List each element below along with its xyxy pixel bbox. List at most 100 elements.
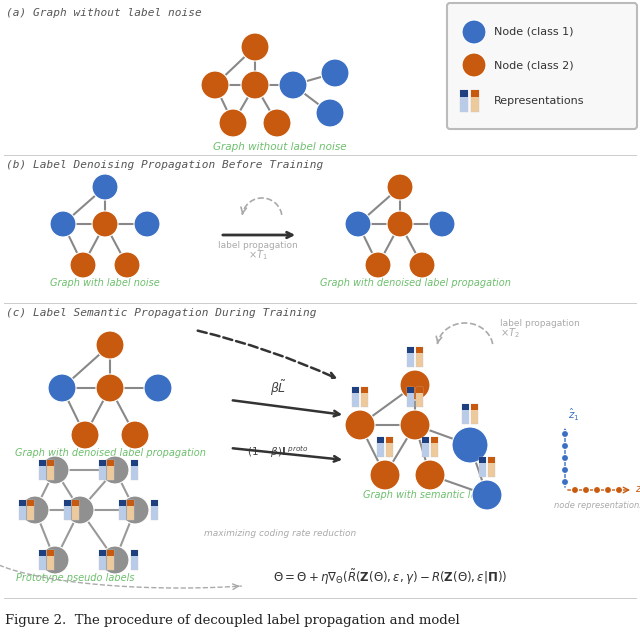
Circle shape (96, 331, 124, 359)
Circle shape (114, 252, 140, 278)
FancyBboxPatch shape (462, 404, 469, 424)
Text: (a) Graph without label noise: (a) Graph without label noise (6, 8, 202, 18)
FancyBboxPatch shape (39, 550, 46, 570)
Circle shape (66, 496, 94, 524)
FancyBboxPatch shape (407, 387, 414, 407)
Text: $z_2$: $z_2$ (635, 484, 640, 496)
Circle shape (561, 467, 568, 474)
Circle shape (48, 374, 76, 402)
FancyBboxPatch shape (99, 550, 106, 556)
Circle shape (241, 33, 269, 61)
Circle shape (462, 20, 486, 44)
FancyBboxPatch shape (151, 500, 158, 506)
Circle shape (41, 456, 69, 484)
Text: Graph with semantic labels: Graph with semantic labels (363, 490, 497, 500)
FancyBboxPatch shape (471, 90, 479, 96)
Circle shape (96, 374, 124, 402)
Circle shape (101, 546, 129, 574)
Circle shape (70, 252, 96, 278)
FancyBboxPatch shape (488, 457, 495, 477)
FancyBboxPatch shape (131, 460, 138, 480)
FancyBboxPatch shape (107, 460, 114, 466)
FancyBboxPatch shape (19, 500, 26, 506)
FancyBboxPatch shape (39, 550, 46, 556)
FancyBboxPatch shape (352, 387, 359, 393)
Circle shape (561, 443, 568, 450)
FancyBboxPatch shape (361, 387, 368, 407)
FancyBboxPatch shape (64, 500, 71, 506)
FancyBboxPatch shape (119, 500, 126, 506)
FancyBboxPatch shape (47, 460, 54, 466)
Circle shape (572, 486, 579, 493)
FancyBboxPatch shape (99, 550, 106, 570)
Circle shape (561, 455, 568, 462)
Circle shape (365, 252, 391, 278)
Text: node representations: node representations (554, 501, 640, 510)
Circle shape (345, 211, 371, 237)
Circle shape (400, 410, 430, 440)
FancyBboxPatch shape (19, 500, 26, 520)
FancyBboxPatch shape (386, 437, 393, 457)
Text: $(1-\beta)\mathbf{L}^{proto}$: $(1-\beta)\mathbf{L}^{proto}$ (247, 444, 309, 460)
Circle shape (92, 174, 118, 200)
Text: maximizing coding rate reduction: maximizing coding rate reduction (204, 529, 356, 538)
Text: $\hat{z}_1$: $\hat{z}_1$ (568, 407, 580, 423)
FancyBboxPatch shape (386, 437, 393, 443)
Text: Representations: Representations (494, 96, 584, 106)
Circle shape (605, 486, 611, 493)
FancyBboxPatch shape (460, 90, 468, 112)
Text: Prototype pseudo labels: Prototype pseudo labels (16, 573, 134, 583)
FancyBboxPatch shape (361, 387, 368, 393)
FancyBboxPatch shape (377, 437, 384, 443)
Circle shape (561, 430, 568, 437)
Text: (b) Label Denoising Propagation Before Training: (b) Label Denoising Propagation Before T… (6, 160, 323, 170)
FancyBboxPatch shape (479, 457, 486, 477)
FancyBboxPatch shape (407, 347, 414, 353)
Circle shape (41, 546, 69, 574)
FancyBboxPatch shape (47, 550, 54, 556)
FancyBboxPatch shape (407, 387, 414, 393)
FancyBboxPatch shape (416, 347, 423, 353)
Text: Graph with label noise: Graph with label noise (50, 278, 160, 288)
Circle shape (452, 427, 488, 463)
Text: $\Theta = \Theta + \eta\nabla_\Theta(\tilde{R}(\mathbf{Z}(\Theta), \epsilon, \ga: $\Theta = \Theta + \eta\nabla_\Theta(\ti… (273, 568, 507, 587)
Text: Graph with denoised label propagation: Graph with denoised label propagation (15, 448, 205, 458)
FancyBboxPatch shape (72, 500, 79, 506)
Circle shape (316, 99, 344, 127)
Circle shape (50, 211, 76, 237)
FancyBboxPatch shape (39, 460, 46, 480)
FancyBboxPatch shape (27, 500, 34, 520)
FancyBboxPatch shape (407, 347, 414, 367)
Circle shape (409, 252, 435, 278)
FancyBboxPatch shape (447, 3, 637, 129)
Circle shape (321, 59, 349, 87)
FancyBboxPatch shape (479, 457, 486, 463)
FancyBboxPatch shape (107, 550, 114, 570)
Circle shape (462, 53, 486, 77)
Text: (c) Label Semantic Propagation During Training: (c) Label Semantic Propagation During Tr… (6, 308, 317, 318)
FancyBboxPatch shape (422, 437, 429, 457)
Circle shape (561, 479, 568, 486)
Circle shape (144, 374, 172, 402)
Circle shape (429, 211, 455, 237)
Circle shape (472, 480, 502, 510)
Circle shape (387, 174, 413, 200)
FancyBboxPatch shape (39, 460, 46, 466)
Text: Graph without label noise: Graph without label noise (213, 142, 347, 152)
Circle shape (92, 211, 118, 237)
FancyBboxPatch shape (352, 387, 359, 407)
Circle shape (387, 211, 413, 237)
FancyBboxPatch shape (431, 437, 438, 457)
Circle shape (101, 456, 129, 484)
Circle shape (400, 370, 430, 400)
FancyBboxPatch shape (471, 404, 478, 410)
FancyBboxPatch shape (131, 550, 138, 570)
Text: Figure 2.  The procedure of decoupled label propagation and model: Figure 2. The procedure of decoupled lab… (5, 614, 460, 627)
FancyBboxPatch shape (47, 550, 54, 570)
Text: Graph with denoised label propagation: Graph with denoised label propagation (319, 278, 511, 288)
Circle shape (345, 410, 375, 440)
Text: Node (class 2): Node (class 2) (494, 60, 573, 70)
Circle shape (201, 71, 229, 99)
Text: label propagation: label propagation (500, 319, 580, 328)
FancyBboxPatch shape (131, 460, 138, 466)
